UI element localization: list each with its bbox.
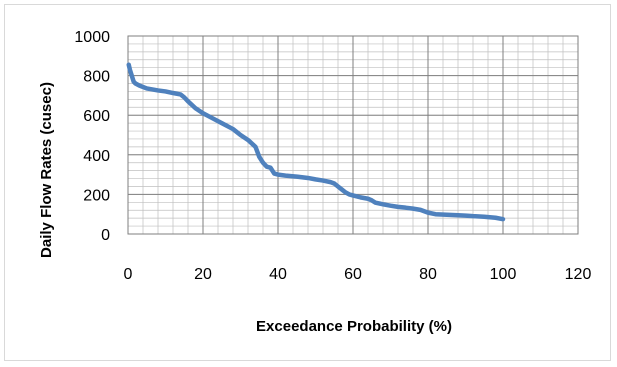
x-tick-label: 80 xyxy=(419,266,437,283)
y-axis-title: Daily Flow Rates (cusec) xyxy=(38,82,55,258)
y-tick-label: 200 xyxy=(83,187,110,204)
chart-frame xyxy=(4,4,611,361)
y-tick-label: 800 xyxy=(83,69,110,86)
x-tick-label: 40 xyxy=(269,266,287,283)
x-tick-label: 120 xyxy=(565,266,592,283)
y-axis-tick-labels: 0 200 400 600 800 1000 xyxy=(74,29,110,244)
x-tick-label: 60 xyxy=(344,266,362,283)
plot-area-border xyxy=(127,35,579,235)
flow-duration-curve xyxy=(126,62,506,222)
x-tick-label: 20 xyxy=(194,266,212,283)
y-tick-label: 1000 xyxy=(74,29,110,46)
x-axis-tick-labels: 0 20 40 60 80 100 120 xyxy=(124,266,592,283)
x-axis-title: Exceedance Probability (%) xyxy=(256,318,452,335)
major-grid xyxy=(127,35,579,235)
y-tick-label: 0 xyxy=(101,227,110,244)
x-tick-label: 100 xyxy=(490,266,517,283)
y-tick-label: 400 xyxy=(83,148,110,165)
x-tick-label: 0 xyxy=(124,266,133,283)
y-tick-label: 600 xyxy=(83,108,110,125)
